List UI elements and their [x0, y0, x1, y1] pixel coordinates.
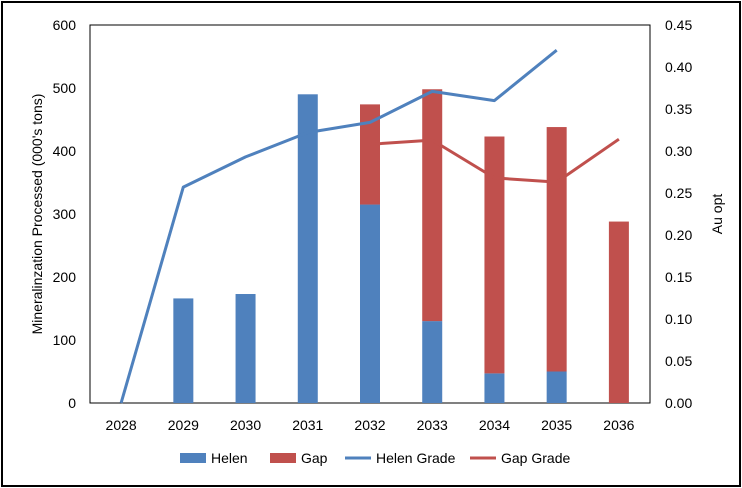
left-tick-label: 600 [53, 17, 77, 33]
x-tick-label: 2030 [230, 417, 261, 433]
y2-axis-title: Au opt [709, 194, 725, 235]
right-tick-label: 0.05 [665, 353, 692, 369]
x-tick-label: 2032 [354, 417, 385, 433]
bar-helen [422, 321, 443, 403]
bar-helen [484, 373, 505, 403]
left-tick-label: 200 [53, 269, 77, 285]
legend-label-gap: Gap [301, 450, 328, 466]
right-axis-ticks: 0.00 0.05 0.10 0.15 0.20 0.25 0.30 0.35 0.40 0.45 [665, 17, 692, 411]
legend-label-helen-grade: Helen Grade [376, 450, 456, 466]
bar-helen [297, 94, 318, 404]
legend: Helen Gap Helen Grade Gap Grade [180, 450, 570, 466]
bar-helen [360, 204, 380, 403]
left-tick-label: 400 [53, 143, 77, 159]
x-tick-label: 2033 [417, 417, 448, 433]
x-tick-label: 2034 [479, 417, 510, 433]
y-axis-title: Mineralinzation Processed (000's tons) [29, 94, 45, 335]
bar-layer [173, 89, 629, 404]
left-tick-label: 500 [53, 80, 77, 96]
legend-swatch-helen [180, 453, 206, 463]
x-tick-label: 2031 [292, 417, 323, 433]
line-layer [119, 49, 620, 404]
right-tick-label: 0.35 [665, 101, 692, 117]
left-tick-label: 100 [53, 332, 77, 348]
bar-helen [173, 298, 194, 403]
legend-label-gap-grade: Gap Grade [501, 450, 570, 466]
legend-swatch-gap [270, 453, 296, 463]
line-helen-grade [119, 49, 558, 404]
x-axis-ticks: 2028 2029 2030 2031 2032 2033 2034 2035 2036 [106, 417, 635, 433]
bar-helen [546, 371, 567, 403]
left-axis-ticks: 0 100 200 300 400 500 600 [53, 17, 77, 411]
right-tick-label: 0.30 [665, 143, 692, 159]
x-tick-label: 2035 [541, 417, 572, 433]
x-tick-label: 2028 [106, 417, 137, 433]
right-tick-label: 0.10 [665, 311, 692, 327]
left-tick-label: 300 [53, 206, 77, 222]
right-tick-label: 0.40 [665, 59, 692, 75]
bar-gap [484, 136, 505, 374]
right-tick-label: 0.15 [665, 269, 692, 285]
left-tick-label: 0 [68, 395, 76, 411]
legend-label-helen: Helen [211, 450, 248, 466]
right-tick-label: 0.20 [665, 227, 692, 243]
right-tick-label: 0.25 [665, 185, 692, 201]
bar-gap [422, 89, 443, 322]
bar-gap [608, 221, 629, 403]
x-tick-label: 2036 [603, 417, 634, 433]
bar-gap [546, 127, 567, 372]
right-tick-label: 0.00 [665, 395, 692, 411]
right-tick-label: 0.45 [665, 17, 692, 33]
bar-gap [360, 104, 380, 205]
x-tick-label: 2029 [168, 417, 199, 433]
bar-helen [235, 294, 256, 403]
line-gap-grade [369, 137, 620, 184]
